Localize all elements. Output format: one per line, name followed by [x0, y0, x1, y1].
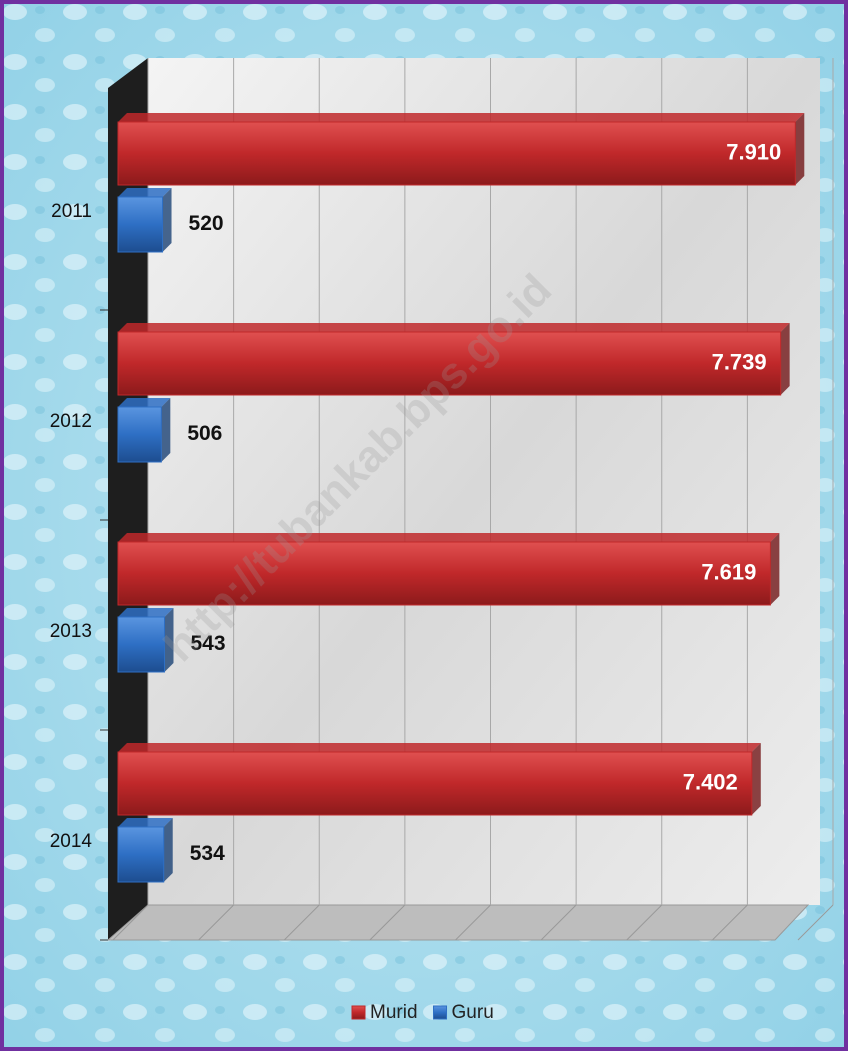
bar-top	[118, 113, 805, 122]
bar-top	[118, 188, 172, 197]
bar-end	[164, 608, 174, 672]
bar	[117, 331, 782, 396]
bar	[117, 121, 796, 186]
bar-top	[118, 533, 780, 542]
y-tick-label: 2014	[50, 831, 93, 852]
side-wall	[108, 58, 148, 940]
bar-top	[118, 323, 790, 332]
value-label: 506	[187, 422, 222, 445]
bar-top	[118, 608, 174, 617]
bar	[117, 751, 753, 816]
floor-grid-line	[712, 904, 748, 941]
value-label: 534	[190, 842, 225, 865]
bar	[117, 196, 164, 253]
floor-grid-line	[369, 904, 406, 941]
bar-end	[780, 323, 790, 395]
bar-top	[118, 398, 171, 407]
floor	[106, 904, 810, 941]
value-label: 7.619	[701, 559, 756, 584]
legend-swatch	[351, 1005, 366, 1020]
bar	[117, 541, 771, 606]
legend-label: Guru	[452, 1002, 494, 1023]
bar-top	[118, 818, 173, 827]
floor-grid-line	[455, 904, 491, 941]
y-tick-label: 2012	[50, 411, 92, 432]
bar-end	[795, 113, 805, 185]
bar-end	[162, 188, 172, 252]
bar	[117, 826, 165, 883]
floor-grid-line	[626, 904, 663, 941]
bar-end	[751, 743, 761, 815]
value-label: 520	[189, 212, 224, 235]
floor-grid-line	[797, 904, 834, 941]
floor-grid-line	[198, 904, 234, 941]
value-label: 7.739	[712, 349, 767, 374]
y-tick-label: 2011	[51, 201, 92, 222]
bar-top	[118, 743, 761, 752]
legend-label: Murid	[370, 1002, 418, 1023]
floor-grid-line	[540, 904, 577, 941]
bar	[117, 616, 165, 673]
value-label: 543	[190, 632, 225, 655]
bar-end	[770, 533, 780, 605]
bar-end	[163, 818, 173, 882]
bar	[117, 406, 162, 463]
floor-grid-line	[283, 904, 320, 941]
value-label: 7.402	[683, 769, 738, 794]
bar-end	[161, 398, 171, 462]
floor-grid-line	[112, 904, 149, 941]
legend-swatch	[433, 1005, 448, 1020]
value-label: 7.910	[726, 139, 781, 164]
y-tick-label: 2013	[50, 621, 92, 642]
